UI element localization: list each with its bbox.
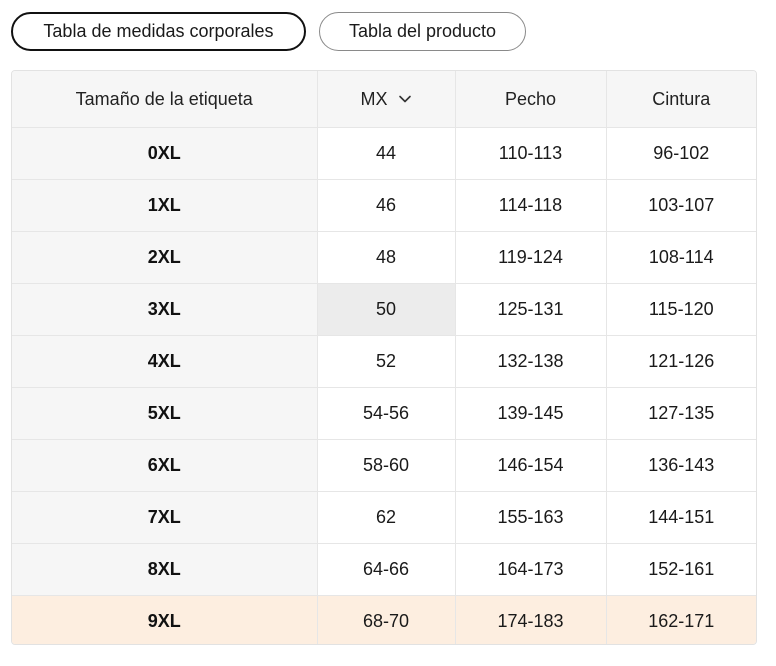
size-cell: 5XL — [12, 387, 318, 440]
chart-tabs: Tabla de medidas corporales Tabla del pr… — [11, 12, 526, 51]
chest-cell: 146-154 — [455, 439, 607, 492]
size-chart: Tamaño de la etiqueta MX Pecho Cintura 0… — [11, 70, 757, 645]
waist-cell: 103-107 — [606, 179, 756, 232]
chevron-down-icon — [398, 95, 411, 103]
header-waist: Cintura — [606, 71, 756, 128]
waist-cell: 108-114 — [606, 231, 756, 284]
size-cell: 1XL — [12, 179, 318, 232]
chest-cell: 110-113 — [455, 127, 607, 180]
table-row: 2XL 48 119-124 108-114 — [12, 231, 756, 284]
chest-cell: 139-145 — [455, 387, 607, 440]
mx-cell: 46 — [317, 179, 456, 232]
table-row: 4XL 52 132-138 121-126 — [12, 335, 756, 388]
header-region-select[interactable]: MX — [317, 71, 456, 128]
chest-cell: 132-138 — [455, 335, 607, 388]
waist-cell: 144-151 — [606, 491, 756, 544]
table-row: 7XL 62 155-163 144-151 — [12, 491, 756, 544]
chest-cell: 119-124 — [455, 231, 607, 284]
tab-product[interactable]: Tabla del producto — [319, 12, 526, 51]
size-cell: 4XL — [12, 335, 318, 388]
table-row: 5XL 54-56 139-145 127-135 — [12, 387, 756, 440]
mx-cell: 50 — [317, 283, 456, 336]
mx-cell: 62 — [317, 491, 456, 544]
waist-cell: 121-126 — [606, 335, 756, 388]
table-header-row: Tamaño de la etiqueta MX Pecho Cintura — [12, 71, 756, 128]
chest-cell: 114-118 — [455, 179, 607, 232]
size-cell: 2XL — [12, 231, 318, 284]
mx-cell: 52 — [317, 335, 456, 388]
waist-cell: 127-135 — [606, 387, 756, 440]
size-cell: 3XL — [12, 283, 318, 336]
chest-cell: 174-183 — [455, 595, 607, 644]
size-cell: 9XL — [12, 595, 318, 644]
waist-cell: 162-171 — [606, 595, 756, 644]
chest-cell: 125-131 — [455, 283, 607, 336]
table-row: 1XL 46 114-118 103-107 — [12, 179, 756, 232]
waist-cell: 96-102 — [606, 127, 756, 180]
header-chest: Pecho — [455, 71, 607, 128]
size-cell: 7XL — [12, 491, 318, 544]
chest-cell: 155-163 — [455, 491, 607, 544]
size-cell: 6XL — [12, 439, 318, 492]
mx-cell: 48 — [317, 231, 456, 284]
table-row: 6XL 58-60 146-154 136-143 — [12, 439, 756, 492]
waist-cell: 136-143 — [606, 439, 756, 492]
size-cell: 0XL — [12, 127, 318, 180]
mx-cell: 68-70 — [317, 595, 456, 644]
waist-cell: 152-161 — [606, 543, 756, 596]
region-label: MX — [360, 88, 388, 109]
mx-cell: 58-60 — [317, 439, 456, 492]
size-table: Tamaño de la etiqueta MX Pecho Cintura 0… — [12, 71, 756, 644]
table-row-highlighted: 9XL 68-70 174-183 162-171 — [12, 595, 756, 644]
table-row: 0XL 44 110-113 96-102 — [12, 127, 756, 180]
chest-cell: 164-173 — [455, 543, 607, 596]
region-dropdown[interactable]: MX — [361, 89, 412, 110]
mx-cell: 54-56 — [317, 387, 456, 440]
size-cell: 8XL — [12, 543, 318, 596]
mx-cell: 64-66 — [317, 543, 456, 596]
table-row: 3XL 50 125-131 115-120 — [12, 283, 756, 336]
table-row: 8XL 64-66 164-173 152-161 — [12, 543, 756, 596]
mx-cell: 44 — [317, 127, 456, 180]
header-label-size: Tamaño de la etiqueta — [12, 71, 318, 128]
tab-body-measurements[interactable]: Tabla de medidas corporales — [11, 12, 306, 51]
waist-cell: 115-120 — [606, 283, 756, 336]
